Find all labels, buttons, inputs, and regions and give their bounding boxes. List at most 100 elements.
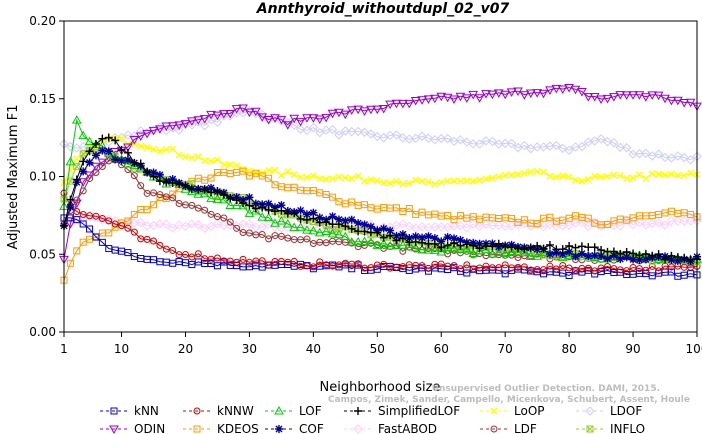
point-loop-98 bbox=[680, 172, 688, 180]
point-fastabod-33 bbox=[263, 219, 274, 230]
point-cof-66 bbox=[475, 239, 484, 248]
point-knnw-93 bbox=[648, 262, 656, 270]
point-ldof-49 bbox=[366, 129, 376, 139]
point-lof-58 bbox=[423, 245, 434, 254]
point-odin-23 bbox=[199, 115, 210, 124]
point-inflo-44 bbox=[335, 225, 343, 233]
point-lof-33 bbox=[263, 212, 274, 222]
legend-marker-knn bbox=[110, 407, 118, 415]
point-ldof-38 bbox=[295, 124, 306, 134]
point-ldof-64 bbox=[462, 137, 472, 147]
point-fastabod-17 bbox=[161, 219, 172, 229]
point-odin-70 bbox=[500, 90, 511, 100]
legend-item-kdeos: KDEOS bbox=[183, 422, 259, 434]
point-simplifiedlof-95 bbox=[661, 255, 670, 264]
point-simplifiedlof-18 bbox=[168, 179, 177, 188]
point-cof-31 bbox=[251, 199, 260, 208]
point-knnw-63 bbox=[456, 265, 464, 273]
point-odin-96 bbox=[666, 96, 677, 106]
point-loop-62 bbox=[450, 177, 458, 185]
point-ldof-53 bbox=[391, 130, 402, 140]
point-loop-25 bbox=[213, 156, 221, 164]
point-ldof-65 bbox=[468, 139, 478, 149]
point-lof-28 bbox=[231, 200, 242, 209]
point-kdeos-62 bbox=[450, 216, 458, 224]
point-knnw-92 bbox=[642, 266, 650, 274]
point-fastabod-21 bbox=[187, 219, 197, 229]
point-loop-17 bbox=[162, 145, 170, 153]
point-ldf-40 bbox=[309, 240, 317, 248]
point-ldof-95 bbox=[660, 152, 670, 163]
point-cof-38 bbox=[296, 206, 305, 215]
point-kdeos-53 bbox=[392, 204, 400, 212]
point-odin-5 bbox=[84, 171, 95, 181]
point-lof-23 bbox=[199, 188, 210, 198]
point-lof-25 bbox=[212, 194, 223, 203]
point-knnw-65 bbox=[469, 265, 477, 273]
point-lof-4 bbox=[78, 130, 89, 140]
point-odin-12 bbox=[129, 136, 140, 145]
point-simplifiedlof-64 bbox=[462, 240, 471, 249]
point-ldof-24 bbox=[206, 114, 216, 125]
x-tick-label-1: 1 bbox=[60, 342, 68, 356]
point-loop-95 bbox=[661, 171, 669, 179]
point-lof-67 bbox=[481, 244, 491, 254]
point-lof-40 bbox=[308, 225, 319, 235]
point-fastabod-16 bbox=[155, 219, 165, 229]
legend-label-simplifiedlof: SimplifiedLOF bbox=[378, 404, 460, 418]
y-tick-label-4: 0.20 bbox=[29, 14, 56, 28]
point-cof-44 bbox=[334, 215, 343, 224]
point-ldof-73 bbox=[519, 140, 530, 151]
point-loop-14 bbox=[143, 144, 151, 152]
point-odin-67 bbox=[481, 90, 491, 99]
point-cof-87 bbox=[609, 251, 618, 260]
point-lof-72 bbox=[513, 247, 523, 256]
point-simplifiedlof-16 bbox=[155, 177, 164, 186]
point-loop-93 bbox=[648, 170, 656, 178]
point-knn-3 bbox=[73, 216, 81, 224]
legend-marker-simplifiedlof bbox=[354, 407, 362, 415]
point-ldof-48 bbox=[359, 127, 370, 138]
point-loop-34 bbox=[271, 166, 279, 174]
point-lof-44 bbox=[334, 229, 344, 239]
series-ldof bbox=[59, 106, 702, 165]
point-cof-63 bbox=[456, 236, 465, 245]
point-cof-5 bbox=[85, 158, 94, 167]
point-simplifiedlof-94 bbox=[654, 250, 663, 259]
point-simplifiedlof-98 bbox=[680, 253, 689, 262]
point-knnw-90 bbox=[629, 264, 637, 272]
point-simplifiedlof-24 bbox=[207, 188, 216, 197]
point-inflo-4 bbox=[79, 150, 87, 158]
point-kdeos-18 bbox=[169, 190, 177, 198]
point-ldof-82 bbox=[577, 141, 587, 152]
point-odin-24 bbox=[206, 110, 216, 120]
point-knnw-84 bbox=[591, 267, 599, 275]
point-simplifiedlof-46 bbox=[347, 224, 356, 233]
point-cof-90 bbox=[629, 255, 638, 264]
point-cof-33 bbox=[264, 199, 273, 208]
point-odin-98 bbox=[679, 99, 690, 108]
point-knnw-27 bbox=[226, 257, 234, 265]
point-simplifiedlof-10 bbox=[117, 145, 126, 154]
point-odin-36 bbox=[282, 121, 293, 130]
point-cof-24 bbox=[207, 183, 216, 192]
point-odin-89 bbox=[621, 91, 632, 100]
point-ldof-36 bbox=[283, 117, 293, 128]
point-lof-24 bbox=[206, 193, 216, 203]
point-odin-11 bbox=[123, 143, 133, 152]
point-kdeos-29 bbox=[239, 167, 247, 175]
point-odin-34 bbox=[270, 114, 280, 123]
point-knnw-16 bbox=[156, 241, 164, 249]
point-loop-87 bbox=[610, 171, 618, 179]
point-odin-31 bbox=[250, 107, 261, 117]
x-tick-label-20: 20 bbox=[178, 342, 193, 356]
y-axis-label: Adjusted Maximum F1 bbox=[6, 105, 21, 250]
point-fastabod-82 bbox=[577, 217, 587, 228]
point-loop-81 bbox=[572, 176, 580, 184]
legend-marker-loop bbox=[490, 407, 498, 415]
point-fastabod-18 bbox=[167, 223, 178, 233]
point-ldf-28 bbox=[233, 224, 241, 232]
point-ldof-17 bbox=[161, 125, 172, 136]
series-line-loop bbox=[63, 138, 698, 185]
legend-item-ldf: LDF bbox=[480, 422, 537, 434]
